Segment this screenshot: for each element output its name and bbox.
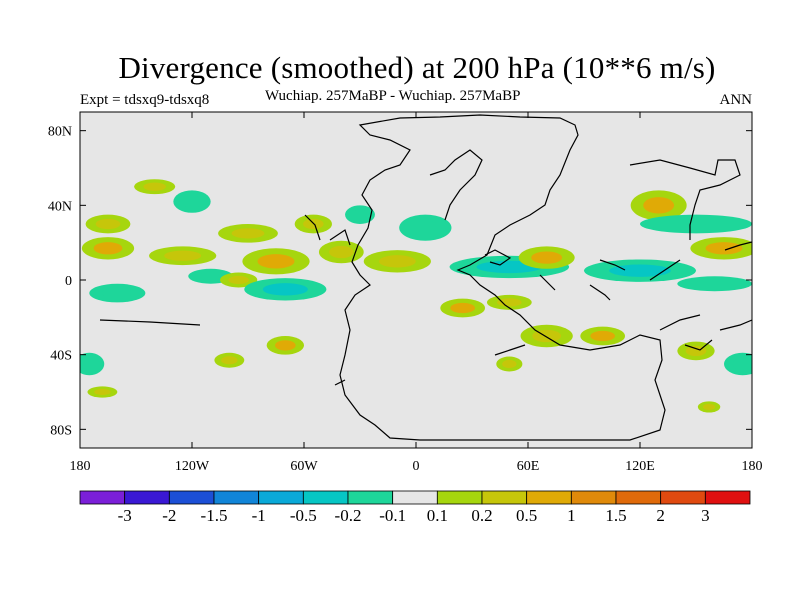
colorbar-swatch-6	[302, 490, 349, 505]
colorbar-label: -0.5	[290, 506, 317, 525]
divergence-core-31	[81, 357, 98, 371]
colorbar-label: 0.5	[516, 506, 537, 525]
colorbar-swatch-2	[124, 490, 170, 505]
divergence-core-35	[221, 356, 238, 365]
colorbar-swatch-10	[481, 490, 528, 505]
colorbar-label: -3	[118, 506, 132, 525]
y-tick-label: 80S	[50, 423, 72, 438]
divergence-core-5	[181, 195, 203, 208]
x-tick-label: 180	[742, 459, 763, 474]
divergence-core-25	[705, 242, 743, 255]
x-tick-label: 0	[413, 459, 420, 474]
y-tick-label: 80N	[48, 125, 72, 140]
divergence-core-18	[450, 302, 475, 314]
chart-title: Divergence (smoothed) at 200 hPa (10**6 …	[118, 50, 716, 85]
colorbar-label: -0.2	[335, 506, 362, 525]
x-tick-label: 120W	[175, 459, 210, 474]
divergence-core-32	[94, 388, 111, 396]
divergence-core-13	[275, 340, 296, 351]
colorbar-swatch-7	[347, 490, 394, 505]
divergence-core-17	[410, 220, 440, 235]
colorbar-label: -0.1	[379, 506, 406, 525]
paleo-coastline	[99, 114, 752, 441]
divergence-core-22	[609, 264, 671, 277]
experiment-label: Expt = tdsxq9-tdsxq8	[80, 92, 210, 108]
colorbar-swatch-9	[436, 490, 483, 505]
colorbar-label: 0.1	[427, 506, 448, 525]
divergence-core-34	[702, 403, 716, 411]
colorbar-label: -2	[162, 506, 176, 525]
colorbar-swatch-14	[660, 490, 706, 505]
colorbar-label: -1.5	[201, 506, 228, 525]
colorbar-label: -1	[252, 506, 266, 525]
divergence-core-4	[143, 182, 166, 191]
colorbar-label: 3	[701, 506, 710, 525]
divergence-core-2	[93, 242, 123, 255]
x-tick-label: 60W	[290, 459, 318, 474]
colorbar-swatch-4	[213, 490, 260, 505]
divergence-core-7	[198, 272, 223, 281]
divergence-core-15	[351, 209, 369, 220]
divergence-core-3	[101, 287, 133, 299]
divergence-core-10	[257, 254, 295, 269]
colorbar-swatch-1	[79, 490, 126, 505]
divergence-core-21	[531, 251, 563, 264]
divergence-core-26	[694, 279, 736, 288]
divergence-core-23	[643, 197, 675, 214]
divergence-core-33	[502, 359, 517, 369]
season-label: ANN	[719, 92, 753, 108]
divergence-core-9	[231, 228, 265, 239]
colorbar-swatch-8	[392, 490, 438, 505]
colorbar-label: 1	[567, 506, 576, 525]
divergence-core-27	[532, 329, 562, 343]
colorbar-swatch-5	[258, 490, 304, 505]
colorbar-swatch-13	[615, 490, 662, 505]
divergence-core-6	[164, 250, 202, 261]
divergence-core-30	[732, 357, 752, 371]
colorbar-swatch-11	[526, 490, 572, 505]
divergence-core-24	[665, 218, 727, 230]
divergence-core-16	[378, 255, 416, 268]
divergence-core-8	[228, 275, 249, 285]
x-tick-label: 60E	[517, 459, 540, 474]
divergence-core-11	[262, 283, 308, 296]
y-tick-label: 0	[65, 274, 72, 289]
y-tick-label: 40N	[48, 199, 72, 214]
colorbar-swatch-15	[704, 490, 751, 505]
colorbar-swatch-3	[168, 490, 215, 505]
divergence-core-14	[329, 245, 354, 259]
colorbar-swatch-12	[570, 490, 617, 505]
divergence-core-1	[95, 218, 121, 230]
colorbar-label: 1.5	[605, 506, 626, 525]
divergence-core-28	[590, 330, 615, 342]
divergence-core-19	[497, 298, 522, 307]
period-label: Wuchiap. 257MaBP - Wuchiap. 257MaBP	[265, 88, 521, 104]
colorbar-label: 0.2	[471, 506, 492, 525]
x-tick-label: 120E	[625, 459, 655, 474]
x-tick-label: 180	[70, 459, 91, 474]
colorbar-label: 2	[656, 506, 665, 525]
y-tick-label: 40S	[50, 349, 72, 364]
